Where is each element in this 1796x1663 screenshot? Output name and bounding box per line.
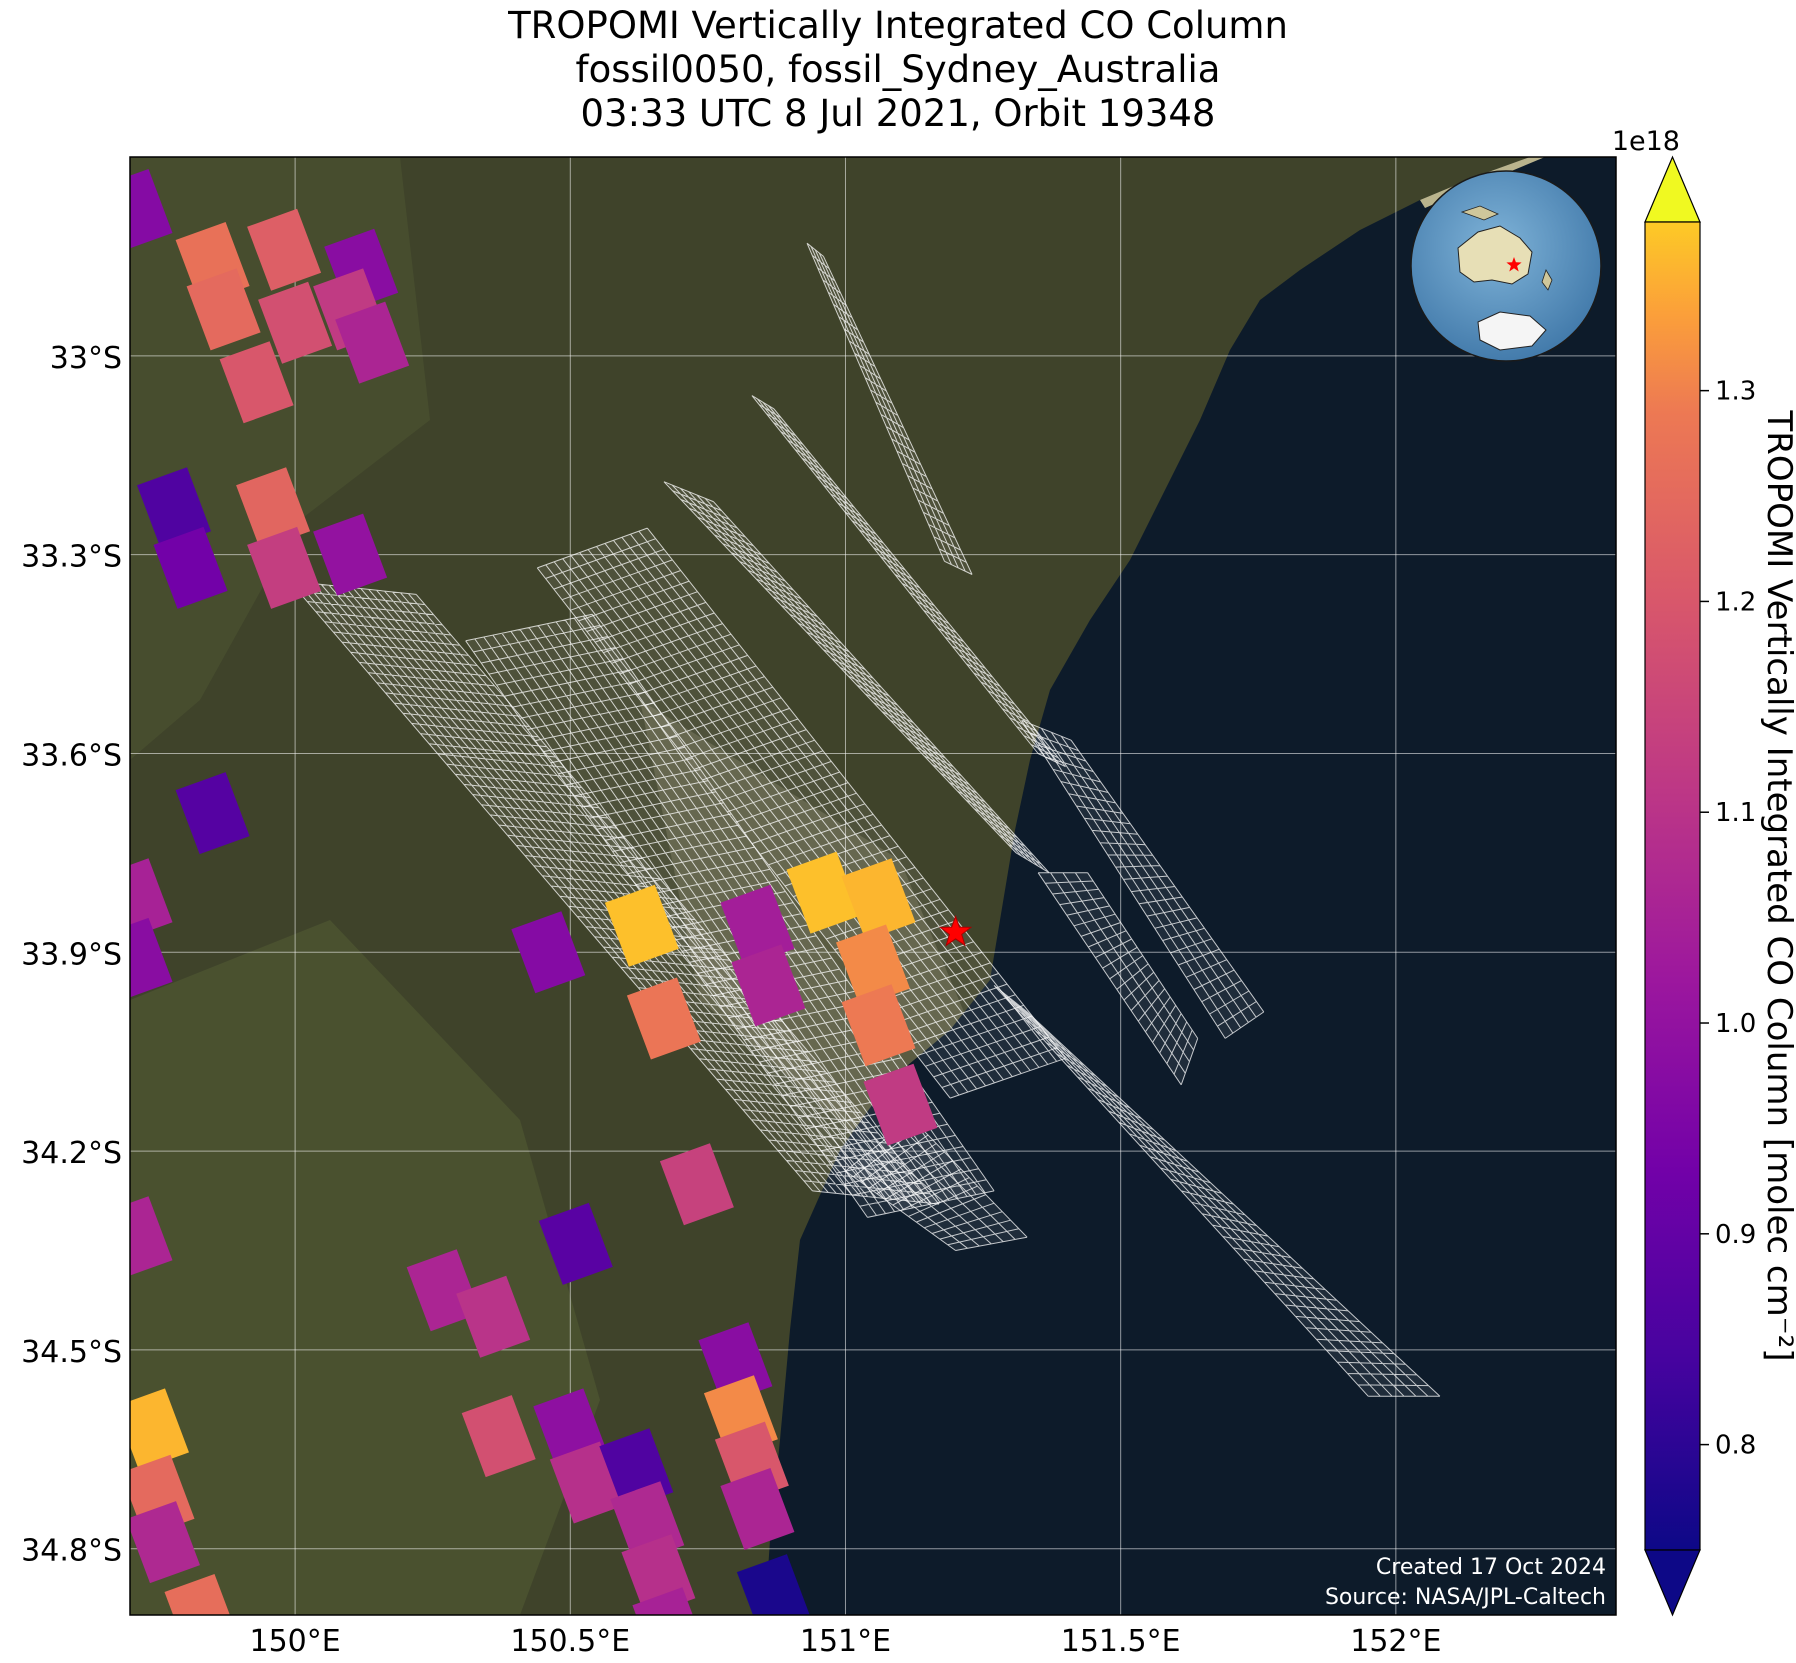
colorbar-tick-label: 1.2 xyxy=(1715,587,1756,617)
colorbar-label: TROPOMI Vertically Integrated CO Column … xyxy=(1759,409,1796,1361)
co-pixel xyxy=(720,1468,795,1550)
swath-grid xyxy=(1021,719,1265,1039)
lon-tick-label: 151°E xyxy=(800,1624,891,1659)
co-pixel xyxy=(130,1388,189,1471)
co-pixel xyxy=(461,1395,536,1478)
longitude-labels: 150°E 150.5°E 151°E 151.5°E 152°E xyxy=(250,1624,1442,1659)
credit-created: Created 17 Oct 2024 xyxy=(1376,1555,1606,1580)
co-pixel xyxy=(511,911,586,994)
globe-target-star xyxy=(1506,257,1522,272)
map-panel: Created 17 Oct 2024 Source: NASA/JPL-Cal… xyxy=(130,157,1616,1615)
colorbar-tick-label: 0.9 xyxy=(1715,1220,1756,1250)
co-pixel xyxy=(130,1196,173,1276)
co-pixel xyxy=(335,301,410,384)
co-pixel xyxy=(247,208,322,291)
lon-tick-label: 152°E xyxy=(1350,1624,1441,1659)
footprint-swaths xyxy=(289,242,1441,1397)
swath-fill xyxy=(806,243,973,575)
co-pixel xyxy=(130,917,173,998)
antarctica-shape xyxy=(1477,311,1547,351)
australia-shape xyxy=(1457,225,1533,285)
footprint-swath xyxy=(806,242,973,575)
colorbar: 0.8 0.9 1.0 1.1 1.2 1.3 1e18 TROPOMI Vertical… xyxy=(1612,126,1796,1617)
co-pixel xyxy=(247,526,322,609)
colorbar-gradient xyxy=(1644,221,1701,1551)
co-pixel xyxy=(313,513,388,596)
co-pixel xyxy=(456,1275,531,1358)
co-pixel xyxy=(219,341,294,424)
co-pixel xyxy=(841,984,916,1067)
footprint-swath xyxy=(536,527,1066,1099)
lat-tick-label: 33.6°S xyxy=(21,738,122,773)
footprint-swath xyxy=(663,481,1050,874)
co-pixel xyxy=(130,858,173,938)
lat-tick-label: 34.2°S xyxy=(21,1136,122,1171)
co-pixel xyxy=(786,851,861,934)
map-frame xyxy=(129,156,1617,1616)
co-pixel xyxy=(130,169,173,249)
lat-tick-label: 33°S xyxy=(50,341,122,376)
co-pixels xyxy=(130,169,938,1615)
colorbar-tick-label: 1.1 xyxy=(1715,798,1756,828)
co-pixel xyxy=(736,1554,810,1615)
swath-fill xyxy=(1021,720,1264,1039)
co-pixel xyxy=(538,1202,613,1285)
title-line-1: TROPOMI Vertically Integrated CO Column xyxy=(508,4,1288,47)
footprint-swath xyxy=(1037,872,1199,1086)
co-pixel xyxy=(130,1501,200,1584)
swath-grid xyxy=(751,395,1066,768)
colorbar-extend-min xyxy=(1644,1549,1701,1617)
co-pixel xyxy=(258,281,333,364)
new-zealand-shape xyxy=(1541,269,1553,291)
co-pixel xyxy=(841,858,916,941)
colorbar-tick-label: 1.3 xyxy=(1715,377,1756,407)
co-pixel xyxy=(632,1587,693,1615)
co-pixel xyxy=(186,268,261,351)
inset-globe xyxy=(1410,170,1602,362)
swath-grid xyxy=(1037,872,1199,1086)
title-line-3: 03:33 UTC 8 Jul 2021, Orbit 19348 xyxy=(580,92,1216,135)
lon-tick-label: 150.5°E xyxy=(510,1624,630,1659)
swath-fill xyxy=(845,1117,1028,1251)
co-pixel xyxy=(236,467,311,550)
co-pixel xyxy=(659,1143,734,1226)
lat-tick-label: 34.5°S xyxy=(21,1335,122,1370)
co-pixel xyxy=(604,884,679,967)
co-pixel xyxy=(626,977,701,1060)
co-pixel xyxy=(175,772,250,855)
co-pixel xyxy=(164,1574,230,1615)
footprint-swath xyxy=(993,985,1441,1397)
footprint-swath xyxy=(845,1117,1028,1251)
indonesia-shape xyxy=(1460,205,1499,221)
colorbar-tick-label: 0.8 xyxy=(1715,1431,1756,1461)
footprint-swath xyxy=(1021,719,1265,1039)
lon-tick-label: 151.5°E xyxy=(1061,1624,1181,1659)
colorbar-extend-max xyxy=(1644,155,1701,223)
colorbar-multiplier: 1e18 xyxy=(1612,126,1680,157)
ocean xyxy=(765,157,1616,1615)
lon-tick-label: 150°E xyxy=(250,1624,341,1659)
co-pixel xyxy=(863,1063,938,1146)
colorbar-tick-label: 1.0 xyxy=(1715,1009,1756,1039)
co-pixel xyxy=(720,884,795,967)
lat-tick-label: 33.3°S xyxy=(21,540,122,575)
swath-grid xyxy=(993,985,1441,1397)
co-pixel xyxy=(137,467,211,550)
lat-tick-label: 33.9°S xyxy=(21,937,122,972)
co-pixel xyxy=(731,944,806,1027)
swath-grid xyxy=(806,242,973,575)
co-pixel xyxy=(406,1249,481,1332)
colorbar-ticks: 0.8 0.9 1.0 1.1 1.2 1.3 xyxy=(1700,377,1756,1461)
co-pixel xyxy=(153,526,228,609)
swath-grid xyxy=(845,1117,1028,1251)
footprint-swath xyxy=(751,395,1066,768)
target-star-marker xyxy=(938,914,973,947)
latitude-labels: 33°S 33.3°S 33.6°S 33.9°S 34.2°S 34.5°S 34.8°S xyxy=(21,341,122,1569)
credit-source: Source: NASA/JPL-Caltech xyxy=(1325,1585,1606,1610)
title-line-2: fossil0050, fossil_Sydney_Australia xyxy=(575,48,1221,91)
lat-tick-label: 34.8°S xyxy=(21,1534,122,1569)
swath-grid xyxy=(663,481,1050,874)
figure-title: TROPOMI Vertically Integrated CO Column … xyxy=(0,4,1796,136)
